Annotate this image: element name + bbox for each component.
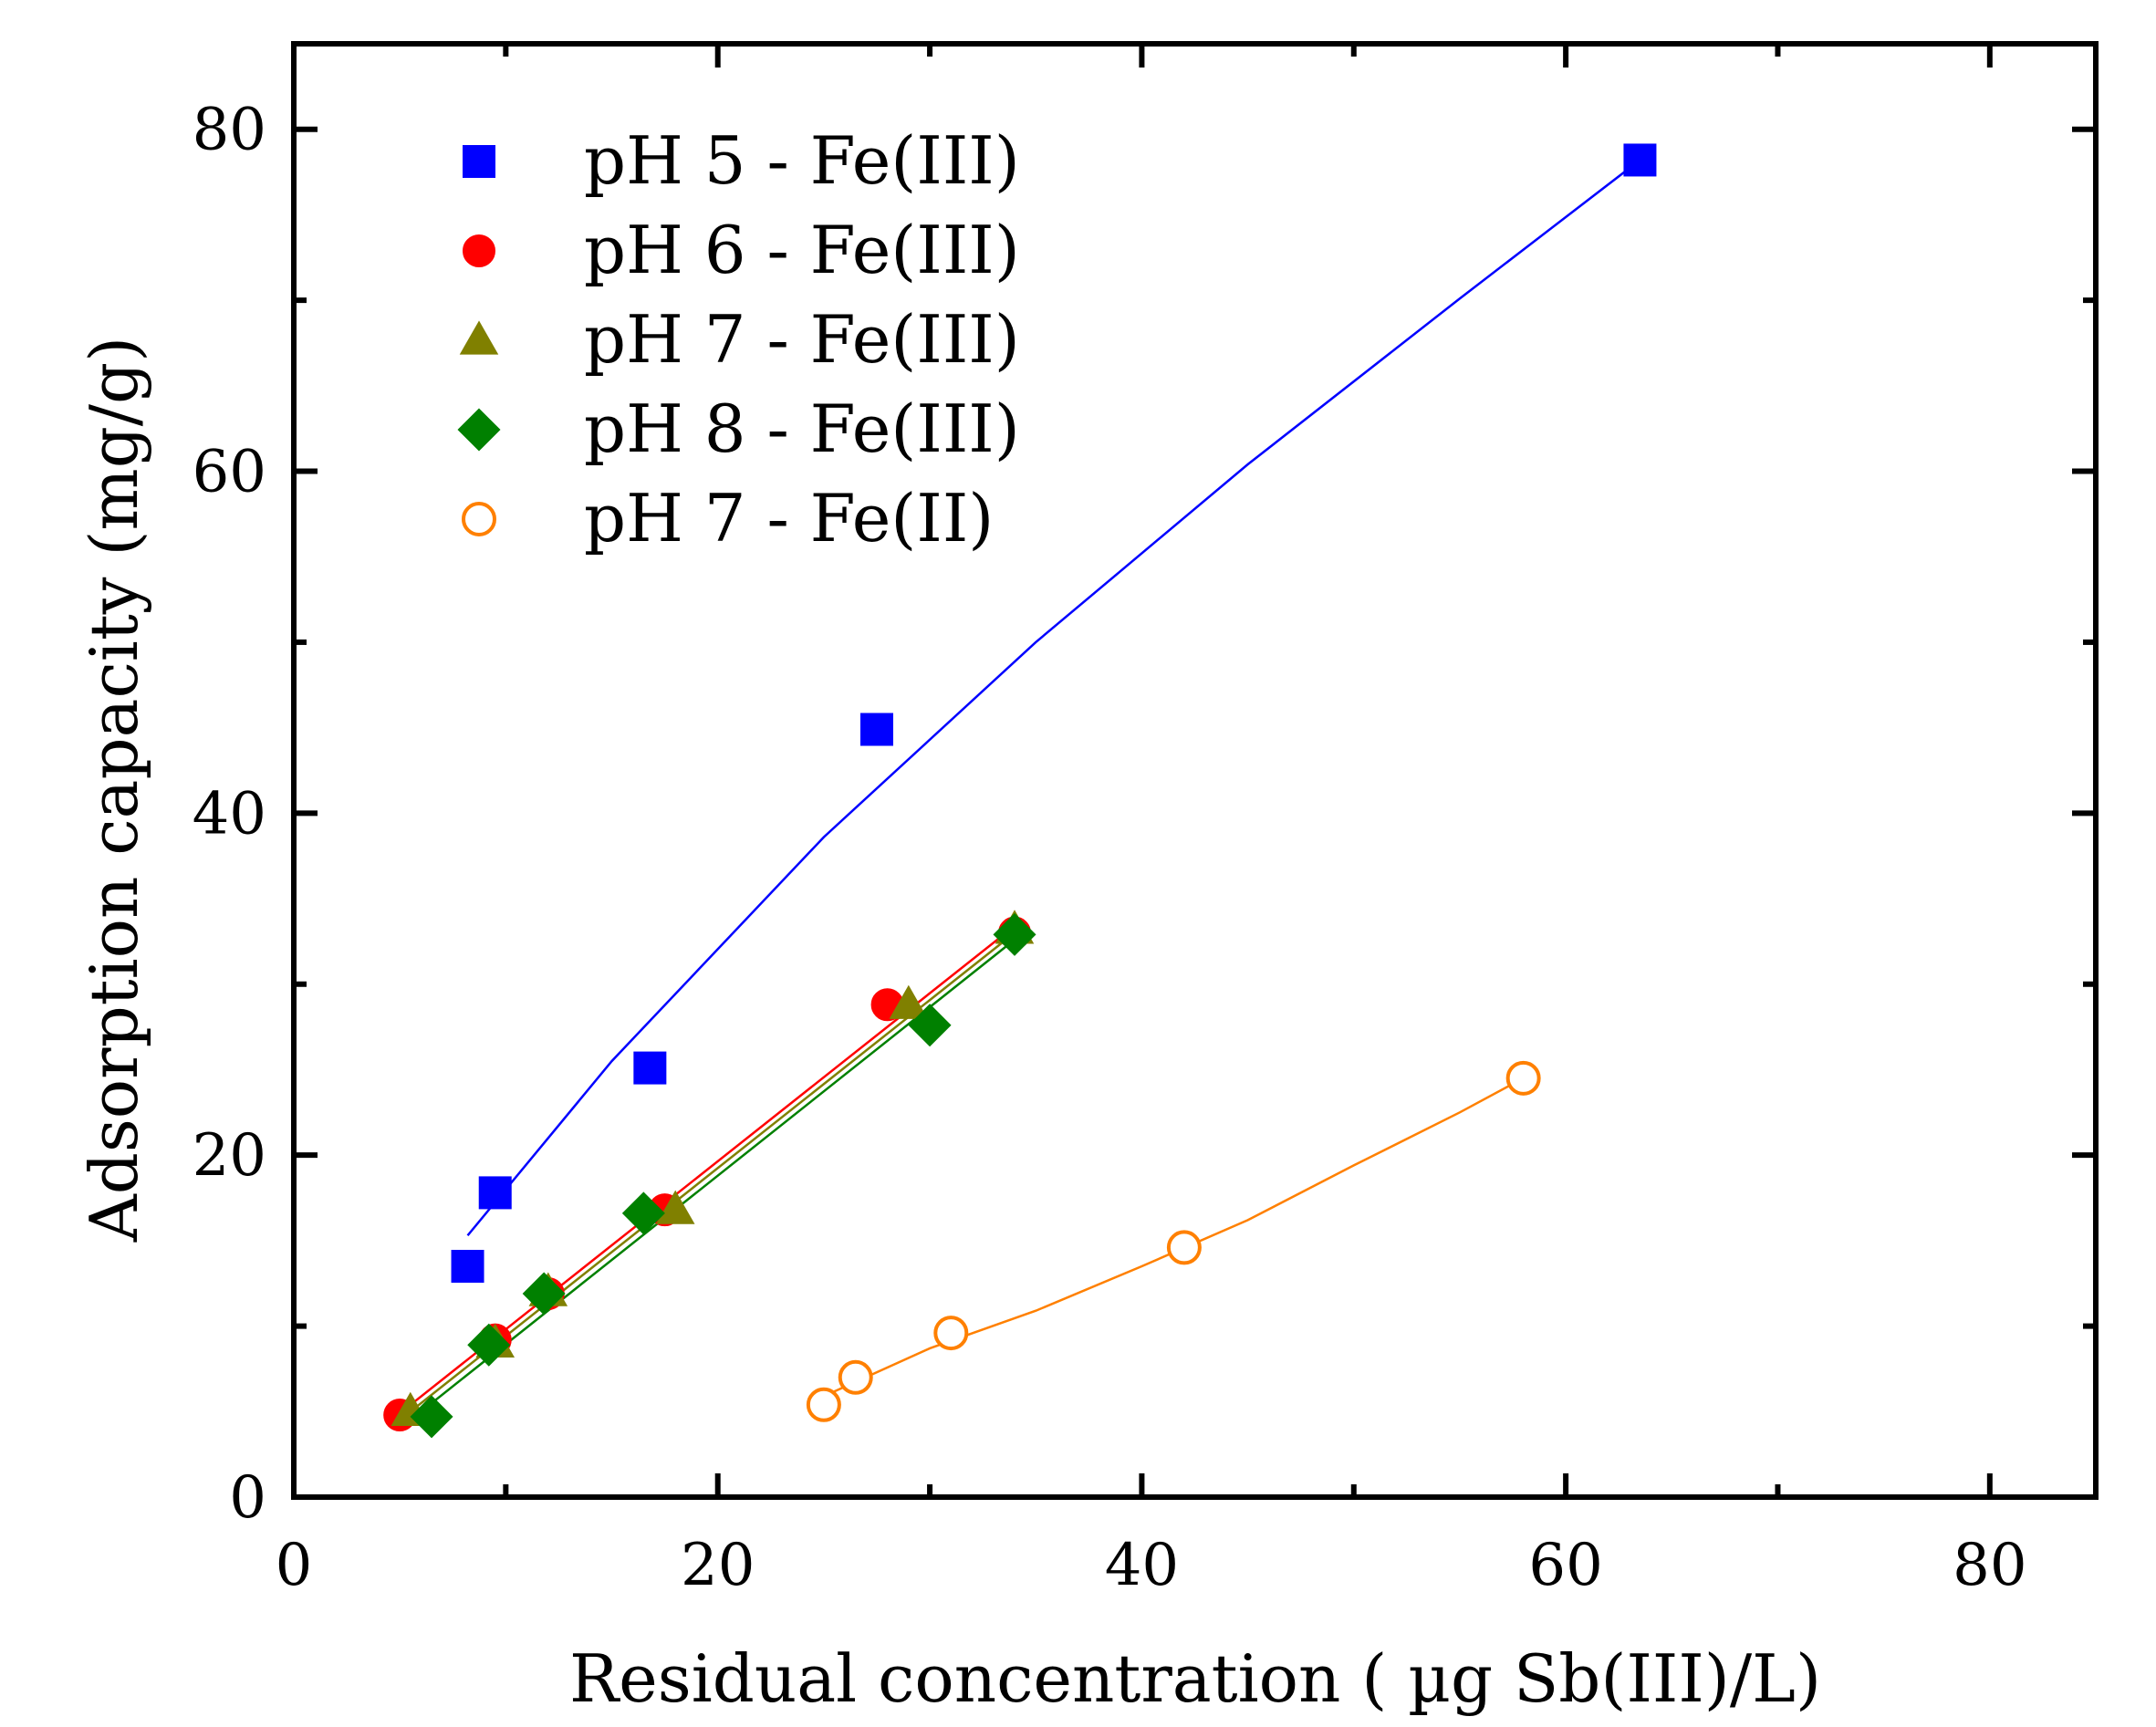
x-tick-label: 0 — [276, 1532, 313, 1599]
x-tick-label: 60 — [1528, 1532, 1602, 1599]
data-point — [993, 912, 1036, 956]
axes — [291, 41, 2099, 1500]
y-tick-label: 40 — [193, 780, 266, 848]
y-tick-label: 0 — [229, 1464, 266, 1532]
legend-marker — [463, 145, 495, 178]
x-tick-label: 20 — [681, 1532, 755, 1599]
data-point — [410, 1395, 453, 1439]
legend-marker — [459, 320, 499, 355]
legend-marker — [457, 408, 501, 452]
x-axis-title: Residual concentration ( µg Sb(III)/L) — [569, 1640, 1821, 1717]
data-point — [1505, 1060, 1541, 1096]
y-axis-title: Adsorption capacity (mg/g) — [76, 337, 152, 1243]
fit-line — [466, 159, 1641, 1237]
data-point — [467, 1323, 511, 1367]
data-point — [838, 1359, 873, 1395]
data-point — [451, 1249, 484, 1283]
legend-marker — [462, 502, 496, 536]
data-point — [478, 1176, 512, 1210]
data-point — [806, 1387, 841, 1422]
x-tick-label: 40 — [1105, 1532, 1179, 1599]
y-tick-label: 80 — [193, 97, 266, 164]
data-point — [1166, 1230, 1202, 1265]
data-point — [933, 1316, 969, 1351]
data-point — [522, 1272, 566, 1316]
y-tick-label: 60 — [193, 439, 266, 506]
x-tick-label: 80 — [1953, 1532, 2026, 1599]
legend-label: pH 6 - Fe(III) — [584, 212, 1020, 288]
tick-labels: 0 20 40 60 80 0 20 40 60 80 — [193, 97, 2027, 1599]
legend-label: pH 8 - Fe(III) — [584, 390, 1020, 467]
legend-label: pH 5 - Fe(III) — [584, 122, 1020, 199]
data-markers — [383, 143, 1657, 1439]
legend-label: pH 7 - Fe(II) — [584, 480, 994, 557]
data-point — [621, 1191, 665, 1235]
legend-marker — [463, 234, 495, 267]
legend-label: pH 7 - Fe(III) — [584, 301, 1020, 378]
data-point — [908, 1004, 952, 1047]
data-point — [633, 1051, 667, 1085]
data-point — [655, 1190, 695, 1224]
data-point — [889, 984, 929, 1019]
plot-frame — [291, 41, 2099, 1500]
data-point — [859, 713, 893, 746]
y-tick-label: 20 — [193, 1122, 266, 1190]
legend: pH 5 - Fe(III) pH 6 - Fe(III) pH 7 - Fe(II… — [457, 122, 1020, 557]
data-point — [1623, 143, 1657, 177]
